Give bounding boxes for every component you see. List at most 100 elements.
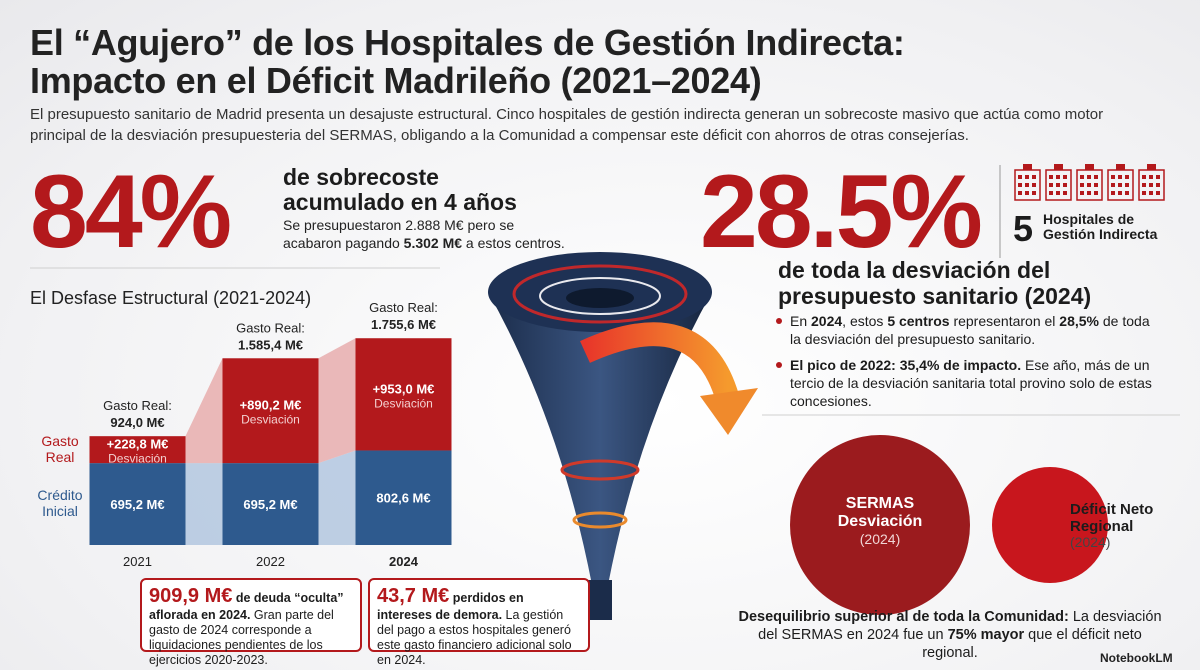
legend-label: Crédito Inicial — [37, 487, 83, 520]
window — [1156, 191, 1160, 195]
stat-headline: de sobrecoste — [283, 164, 439, 190]
window — [1080, 191, 1084, 195]
window — [1118, 183, 1122, 187]
intro: principal de la desviación presupuesteri… — [30, 127, 969, 144]
hospital-icon — [1023, 164, 1032, 170]
stat-detail: Se presupuestaron 2.888 M€ pero se — [283, 217, 515, 233]
window — [1125, 175, 1129, 179]
bubble-sub: (2024) — [859, 531, 901, 547]
stat-value: 84% — [30, 154, 232, 270]
x-tick-label: 2022 — [256, 554, 285, 569]
stat-headline: presupuesto sanitario (2024) — [778, 283, 1092, 309]
bar-segment — [222, 463, 319, 545]
text-segment: acabaron pagando — [283, 235, 404, 251]
total-prefix: Gasto Real: — [236, 320, 305, 335]
window — [1094, 183, 1098, 187]
text-segment: Desequilibrio superior al de toda la Com… — [738, 609, 1069, 625]
total-label: 1.755,6 M€ — [371, 317, 436, 332]
window — [1142, 191, 1146, 195]
window — [1032, 183, 1036, 187]
text-segment: perdidos en intereses de demora. — [377, 591, 524, 622]
bubble-label: Déficit Neto Regional (2024) — [1070, 501, 1180, 550]
window — [1111, 183, 1115, 187]
hospital-icons — [1014, 164, 1165, 201]
window — [1118, 175, 1122, 179]
count-label: Hospitales de Gestión Indirecta — [1043, 211, 1158, 243]
conclusion: Desequilibrio superior al de toda la Com… — [730, 608, 1170, 662]
window — [1056, 175, 1060, 179]
bubble-sub: (2024) — [1070, 534, 1111, 550]
total-prefix: Gasto Real: — [103, 398, 172, 413]
text-segment: En — [790, 313, 812, 329]
bar-segment — [355, 450, 452, 545]
value-label: +228,8 M€ — [107, 437, 169, 452]
text-segment: 5 centros — [887, 313, 950, 329]
window — [1032, 175, 1036, 179]
window — [1156, 183, 1160, 187]
window — [1087, 191, 1091, 195]
count-label-line: Gestión Indirecta — [1043, 226, 1158, 243]
window — [1111, 175, 1115, 179]
stat-headline: de toda la desviación del — [778, 257, 1051, 283]
text-segment: de toda la desviación del presupuesto sa… — [790, 313, 1150, 348]
count-label-line: Hospitales de — [1043, 211, 1135, 227]
hospital-icon — [1085, 164, 1094, 170]
bubble — [790, 435, 970, 615]
window — [1094, 191, 1098, 195]
value-label: 802,6 M€ — [376, 491, 430, 506]
bar-segment — [222, 358, 319, 464]
text-segment: de deuda “oculta” aflorada en 2024. — [149, 591, 344, 622]
window — [1142, 175, 1146, 179]
window — [1056, 183, 1060, 187]
bubble-label: SERMAS Desviación (2024) — [800, 495, 960, 547]
window — [1087, 183, 1091, 187]
connector — [185, 358, 223, 464]
window — [1156, 175, 1160, 179]
connector — [185, 463, 223, 545]
callout: 909,9 M€ de deuda “oculta” aflorada en 2… — [140, 578, 362, 667]
window — [1018, 175, 1022, 179]
value-sublabel: Desviación — [241, 413, 300, 427]
text-segment: a estos centros. — [462, 235, 565, 251]
text-segment: 28,5% — [1059, 313, 1099, 329]
total-label: 924,0 M€ — [110, 415, 164, 430]
tornado — [488, 252, 758, 620]
title: El “Agujero” de los Hospitales de Gestió… — [30, 22, 905, 63]
window — [1125, 191, 1129, 195]
hospital-icon — [1054, 164, 1063, 170]
chart-title: El Desfase Estructural (2021-2024) — [30, 288, 312, 308]
text-segment: La desviación del SERMAS en 2024 fue un — [758, 609, 1162, 644]
window — [1063, 191, 1067, 195]
window — [1056, 191, 1060, 195]
window — [1025, 183, 1029, 187]
window — [1018, 191, 1022, 195]
hospital-icon — [1116, 164, 1125, 170]
connector — [318, 338, 356, 464]
text-segment: que el déficit neto regional. — [922, 627, 1142, 662]
value-label: +953,0 M€ — [373, 381, 435, 396]
window — [1118, 191, 1122, 195]
window — [1149, 183, 1153, 187]
bar-segment — [89, 463, 186, 545]
bubble-title: SERMAS Desviación — [837, 495, 923, 530]
bar-segment — [89, 436, 186, 464]
window — [1063, 175, 1067, 179]
window — [1142, 183, 1146, 187]
text-segment: 2024 — [811, 313, 843, 329]
window — [1049, 183, 1053, 187]
window — [1149, 175, 1153, 179]
legend-label: Gasto Real — [41, 432, 79, 465]
value-sublabel: Desviación — [108, 452, 167, 466]
bullet: El pico de 2022: 35,4% de impacto. Ese a… — [776, 356, 1160, 411]
count: 5 — [1013, 208, 1034, 249]
window — [1080, 183, 1084, 187]
bubble-title: Déficit Neto Regional — [1070, 501, 1154, 535]
bar-segment — [355, 338, 452, 451]
stat-headline: acumulado en 4 años — [283, 189, 517, 215]
total-label: 1.585,4 M€ — [238, 337, 303, 352]
x-tick-label: 2021 — [123, 554, 152, 569]
window — [1125, 183, 1129, 187]
text-segment: 43,7 M€ — [377, 585, 450, 607]
